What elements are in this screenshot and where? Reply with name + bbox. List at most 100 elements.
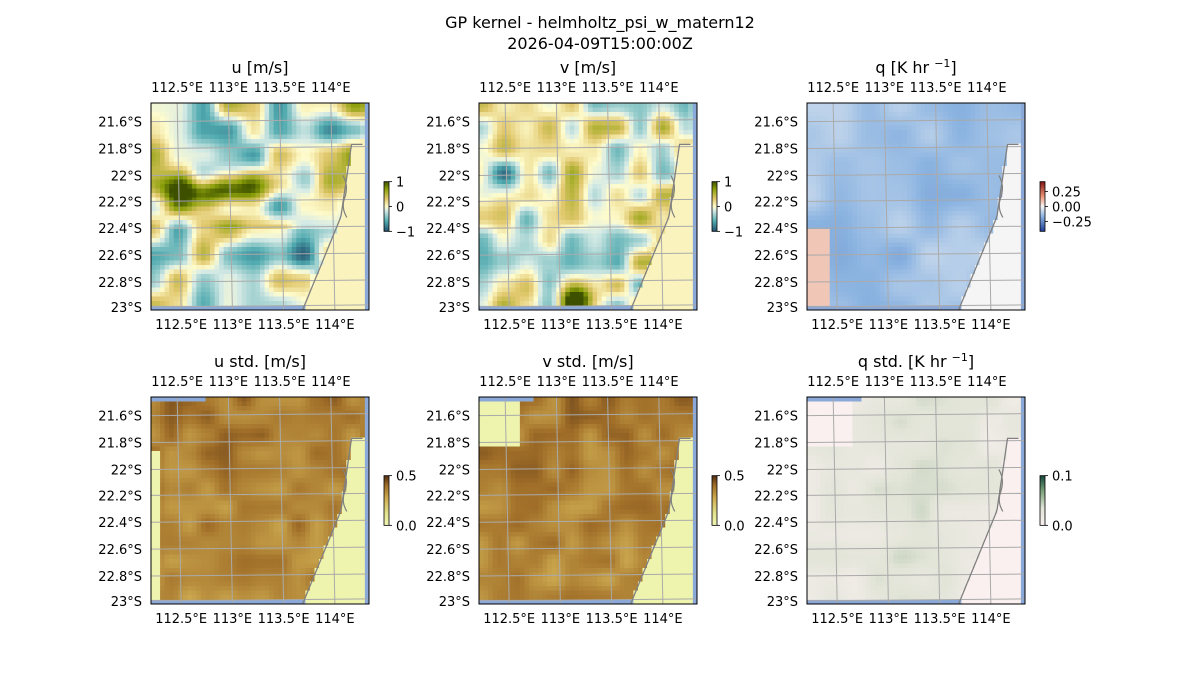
heatmap-cell [825,116,831,122]
heatmap-cell [952,161,958,167]
heatmap-cell [269,242,275,248]
heatmap-cell [565,193,571,198]
grid-line-lon [176,103,182,310]
heatmap-cell [269,211,275,216]
heatmap-cell [155,215,161,221]
heatmap-cell [350,220,356,225]
heatmap-cell [515,274,521,279]
heatmap-cell [683,157,689,162]
heatmap-cell [578,301,584,306]
heatmap-cell [610,283,616,288]
heatmap-cell [665,260,671,266]
heatmap-cell [601,161,607,167]
heatmap-cell [879,107,885,113]
heatmap-cell [169,233,175,239]
heatmap-cell [278,215,284,221]
heatmap-cell [332,157,338,162]
heatmap-cell [296,274,302,279]
heatmap-cell [346,215,352,221]
heatmap-cell [560,197,566,203]
heatmap-cell [551,265,557,270]
heatmap-cell [269,148,275,153]
heatmap-cell [533,121,539,126]
heatmap-cell [296,229,302,234]
heatmap-cell [337,296,343,302]
heatmap-cell [601,242,607,248]
heatmap-cell [359,287,365,293]
heatmap-cell [232,247,238,252]
heatmap-cell [169,170,175,176]
heatmap-cell [200,184,206,189]
heatmap-cell [560,184,566,189]
heatmap-cell [228,188,234,194]
heatmap-cell [355,193,361,198]
heatmap-cell [350,269,356,275]
heatmap-cell [278,233,284,239]
heatmap-cell [492,224,498,230]
heatmap-cell [642,157,648,162]
heatmap-cell [155,197,161,203]
heatmap-cell [551,143,557,149]
heatmap-cell [305,296,311,302]
heatmap-cell [241,103,247,108]
colorbar-tick-label: 0 [724,201,732,216]
heatmap-cell [246,175,252,180]
heatmap-cell [583,229,589,234]
heatmap-cell [210,161,215,167]
heatmap-cell [578,184,584,189]
heatmap-cell [583,179,589,185]
heatmap-cell [1002,121,1008,126]
heatmap-cell [556,260,562,266]
heatmap-cell [155,233,161,239]
heatmap-cell [200,211,206,216]
heatmap-cell [542,256,548,261]
heatmap-cell [232,103,238,108]
heatmap-cell [191,296,197,302]
heatmap-cell [829,148,835,153]
heatmap-cell [300,143,306,149]
heatmap-cell [888,116,894,122]
heatmap-cell [187,130,193,135]
heatmap-cell [510,107,516,113]
heatmap-cell [578,161,584,167]
heatmap-cell [583,269,589,275]
heatmap-cell [533,161,539,167]
heatmap-cell [173,143,179,149]
heatmap-cell [660,215,666,221]
heatmap-cell [219,301,225,306]
heatmap-cell [155,125,161,131]
heatmap-cell [250,175,256,180]
heatmap-cell [606,269,612,275]
heatmap-cell [678,139,684,144]
heatmap-cell [811,116,817,122]
heatmap-cell [232,256,238,261]
heatmap-cell [856,121,862,126]
heatmap-cell [843,152,849,158]
heatmap-cell [200,161,206,167]
heatmap-cell [219,215,225,221]
grid-line-lat [479,279,697,283]
heatmap-cell [651,265,657,270]
heatmap-cell [565,233,571,239]
heatmap-cell [314,296,320,302]
heatmap-cell [547,112,553,117]
heatmap-cell [884,134,890,140]
heatmap-cell [615,107,621,113]
heatmap-cell [519,233,525,239]
heatmap-cell [328,215,334,221]
heatmap-cell [173,220,179,225]
heatmap-cell [528,301,534,306]
heatmap-cell [610,260,616,266]
heatmap-cell [250,125,256,131]
heatmap-cell [200,103,206,108]
heatmap-cell [569,148,575,153]
heatmap-cell [210,301,215,306]
heatmap-cell [246,193,252,198]
heatmap-cell [278,202,284,207]
heatmap-cell [291,121,297,126]
heatmap-cell [237,184,243,189]
heatmap-cell [196,125,202,131]
heatmap-cell [687,184,693,189]
heatmap-cell [647,170,652,176]
heatmap-cell [346,166,352,171]
